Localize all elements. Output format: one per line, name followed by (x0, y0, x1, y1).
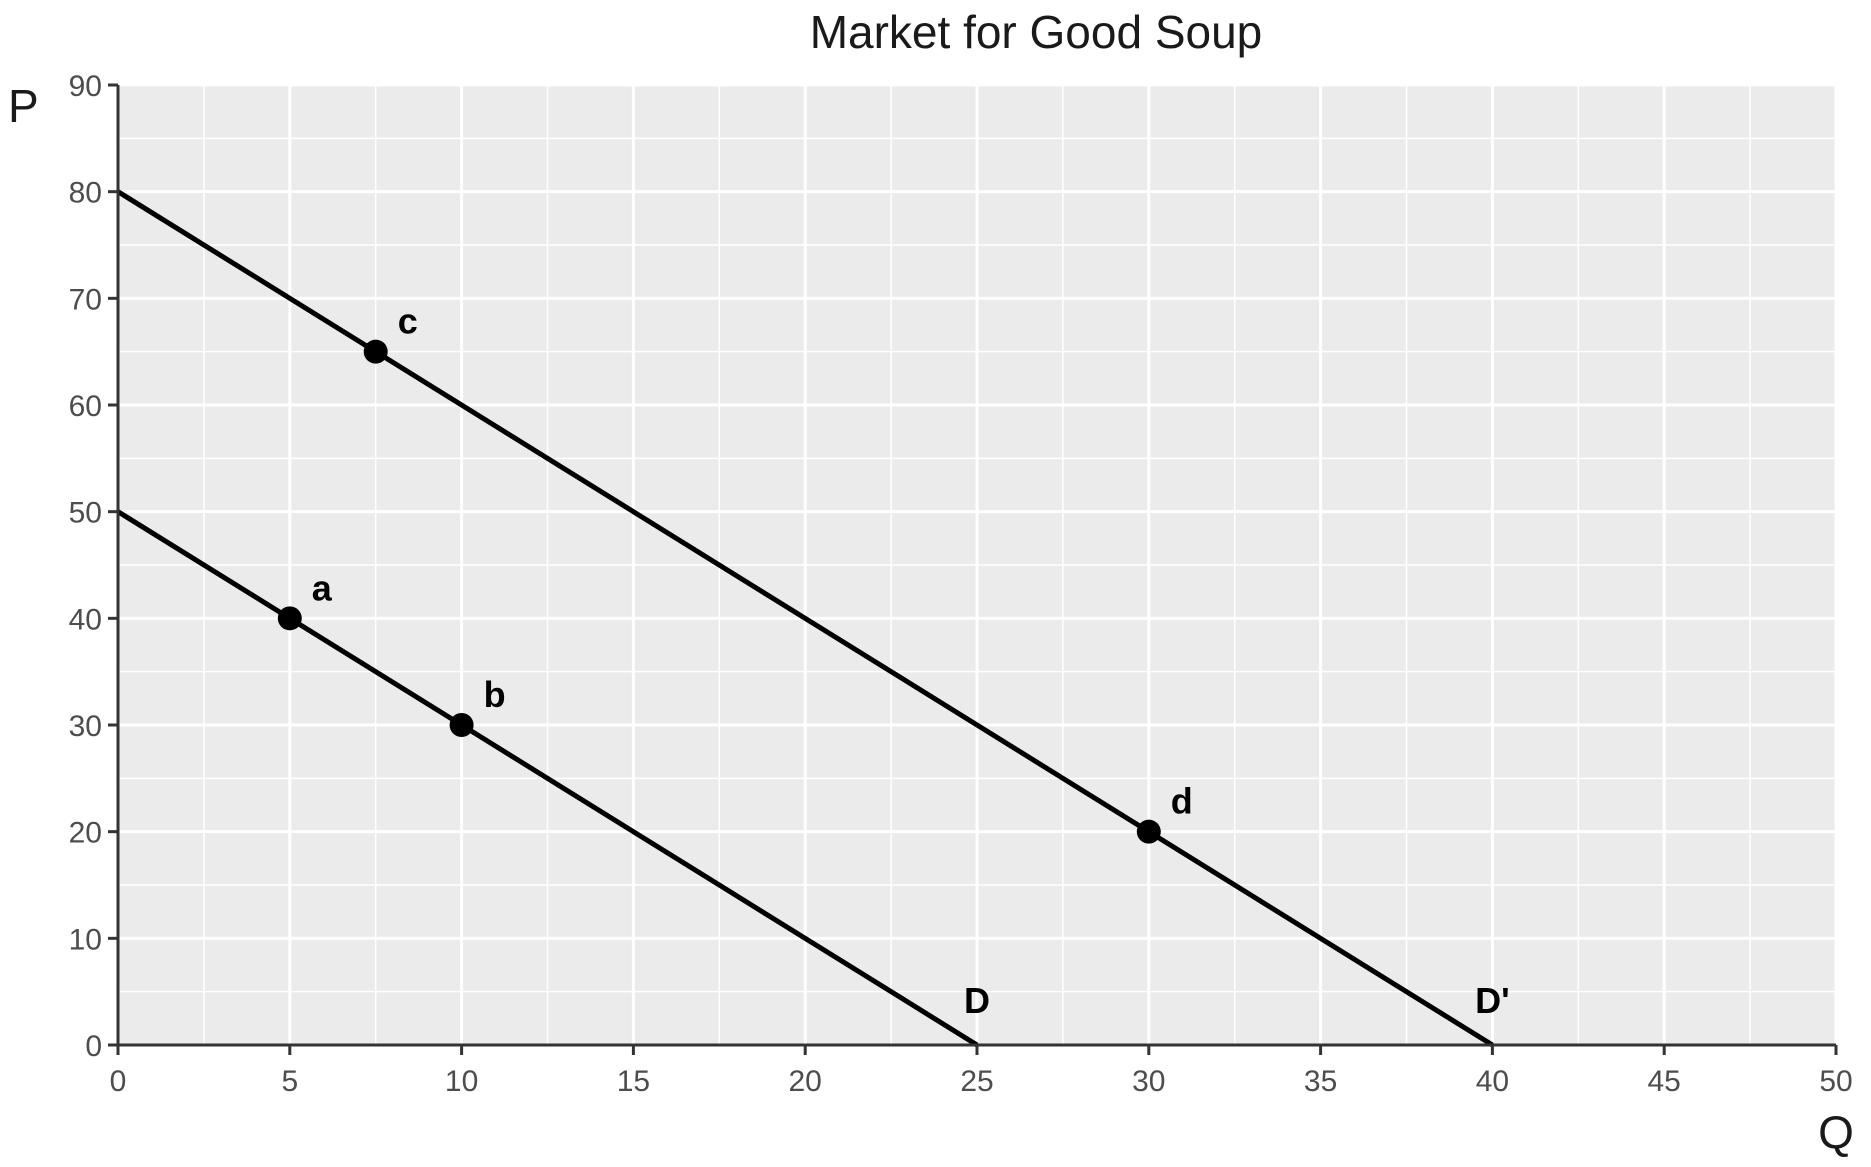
point-label-c: c (398, 301, 418, 342)
x-tick-label: 25 (960, 1065, 993, 1098)
demand-line-d-prime (116, 189, 1494, 1048)
x-tick-label: 30 (1132, 1065, 1165, 1098)
y-tick-label: 10 (69, 923, 102, 956)
y-tick-label: 50 (69, 497, 102, 530)
x-tick-label: 5 (281, 1065, 298, 1098)
y-tick-label: 40 (69, 603, 102, 636)
x-tick-label: 20 (789, 1065, 822, 1098)
point-c (363, 339, 388, 364)
point-label-b: b (484, 674, 506, 715)
x-axis-title: Q (1818, 1106, 1854, 1158)
x-tick-label: 10 (445, 1065, 478, 1098)
x-tick-label: 15 (617, 1065, 650, 1098)
y-axis-title: P (8, 80, 39, 132)
point-label-d: d (1171, 781, 1193, 822)
x-tick-label: 35 (1304, 1065, 1337, 1098)
point-label-a: a (312, 567, 333, 608)
x-tick-label: 45 (1648, 1065, 1681, 1098)
demand-line-d (116, 509, 979, 1048)
x-tick-label: 0 (110, 1065, 127, 1098)
x-tick-label: 50 (1819, 1065, 1852, 1098)
y-tick-label: 60 (69, 390, 102, 423)
y-tick-label: 70 (69, 283, 102, 316)
point-b (449, 713, 474, 737)
y-tick-label: 0 (85, 1030, 102, 1063)
point-a (277, 606, 302, 631)
curve-label-d-prime: D' (1475, 980, 1510, 1021)
y-tick-label: 90 (69, 70, 102, 103)
y-tick-label: 80 (69, 177, 102, 210)
chart-title: Market for Good Soup (810, 6, 1263, 58)
y-tick-label: 20 (69, 817, 102, 850)
curve-label-d: D (964, 980, 990, 1021)
x-tick-label: 40 (1476, 1065, 1509, 1098)
point-d (1136, 819, 1161, 844)
y-tick-label: 30 (69, 710, 102, 743)
